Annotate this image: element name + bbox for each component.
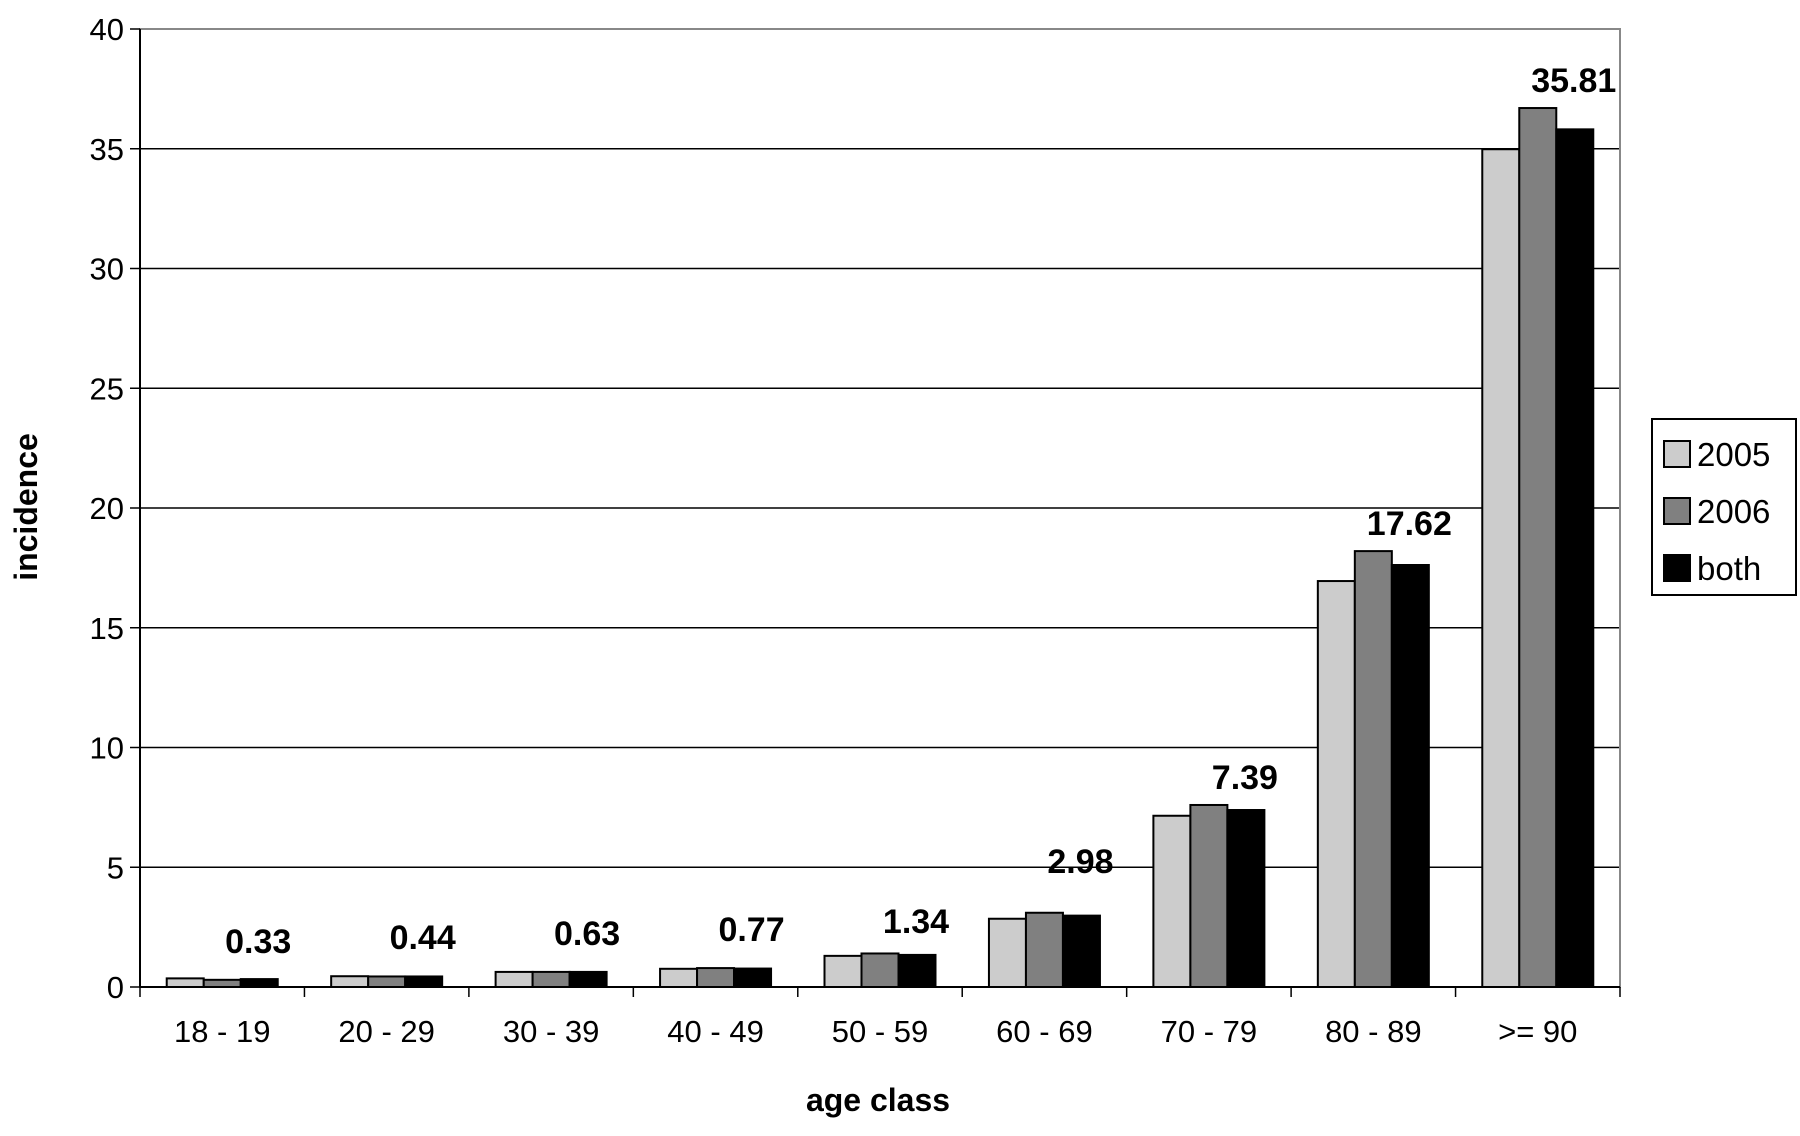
- x-tick-label: 30 - 39: [503, 1014, 600, 1049]
- bar-both-3: [733, 967, 773, 988]
- bar-both-5: [1061, 914, 1101, 989]
- x-tick-label: >= 90: [1498, 1014, 1577, 1049]
- y-tick-label: 10: [90, 731, 124, 766]
- y-axis-title: incidence: [8, 433, 44, 581]
- bar-both-8: [1555, 128, 1595, 988]
- bar-2005-5: [987, 917, 1027, 988]
- data-label: 0.44: [390, 919, 456, 957]
- data-label: 2.98: [1047, 843, 1113, 881]
- bar-2006-0: [202, 978, 242, 989]
- bar-2005-4: [823, 954, 863, 988]
- bar-2006-2: [531, 970, 571, 988]
- bar-2005-1: [330, 975, 370, 988]
- bar-2006-7: [1353, 550, 1393, 988]
- y-tick-label: 35: [90, 132, 124, 167]
- y-tick-label: 20: [90, 491, 124, 526]
- legend-swatch-2006: [1663, 497, 1691, 525]
- bar-2006-1: [367, 975, 407, 988]
- x-tick-label: 50 - 59: [832, 1014, 929, 1049]
- data-label: 35.81: [1531, 62, 1616, 100]
- legend-label-both: both: [1697, 550, 1761, 587]
- bar-2005-8: [1481, 148, 1521, 988]
- bar-2005-0: [165, 977, 205, 988]
- x-tick-label: 20 - 29: [338, 1014, 435, 1049]
- data-label: 0.63: [554, 915, 620, 953]
- bar-2005-2: [494, 970, 534, 988]
- data-labels: 0.33 0.44 0.63 0.77 1.34 2.98 7.39 17.62 35.81: [225, 62, 1616, 961]
- x-tick-label: 60 - 69: [996, 1014, 1093, 1049]
- x-tick-label: 70 - 79: [1161, 1014, 1258, 1049]
- x-tick-label: 80 - 89: [1325, 1014, 1422, 1049]
- data-label: 7.39: [1212, 759, 1278, 797]
- bar-both-6: [1226, 809, 1266, 989]
- y-tick-labels: 0 5 10 15 20 25 30 35 40: [90, 12, 124, 1005]
- legend-swatch-both: [1663, 554, 1691, 582]
- legend-label-2006: 2006: [1697, 493, 1770, 530]
- x-tick-label: 18 - 19: [174, 1014, 271, 1049]
- bar-2006-8: [1518, 107, 1558, 989]
- bar-both-4: [897, 953, 937, 988]
- legend: 2005 2006 both: [1651, 418, 1797, 596]
- data-label: 0.33: [225, 923, 291, 961]
- y-tick-label: 40: [90, 12, 124, 47]
- data-label: 17.62: [1367, 505, 1452, 543]
- data-label: 1.34: [883, 903, 949, 941]
- bar-2005-6: [1152, 814, 1192, 988]
- bar-both-1: [404, 975, 444, 988]
- bar-2006-4: [860, 952, 900, 988]
- x-axis-title: age class: [806, 1082, 950, 1118]
- y-tick-label: 5: [107, 850, 124, 885]
- bar-2006-3: [696, 967, 736, 989]
- bar-both-0: [239, 978, 279, 988]
- y-tick-label: 30: [90, 252, 124, 287]
- legend-label-2005: 2005: [1697, 436, 1770, 473]
- x-tick-label: 40 - 49: [667, 1014, 764, 1049]
- bar-both-7: [1390, 564, 1430, 988]
- axes: [130, 28, 1621, 997]
- legend-swatch-2005: [1663, 440, 1691, 468]
- data-label: 0.77: [718, 911, 784, 949]
- x-tick-labels: 18 - 19 20 - 29 30 - 39 40 - 49 50 - 59 60 - …: [174, 1014, 1577, 1049]
- bar-2006-5: [1024, 911, 1064, 989]
- bar-2006-6: [1189, 803, 1229, 988]
- y-tick-label: 0: [107, 970, 124, 1005]
- y-tick-label: 15: [90, 611, 124, 646]
- bar-2005-3: [659, 967, 699, 988]
- gridlines: [140, 148, 1620, 868]
- bar-2005-7: [1316, 580, 1356, 988]
- y-tick-label: 25: [90, 371, 124, 406]
- bar-both-2: [568, 970, 608, 988]
- bars: [165, 107, 1595, 989]
